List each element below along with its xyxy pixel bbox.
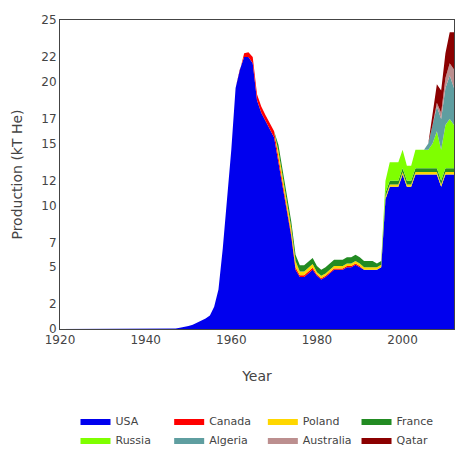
svg-text:Year: Year [241,368,272,384]
svg-text:10: 10 [41,199,56,213]
svg-text:20: 20 [41,75,56,89]
svg-text:0: 0 [49,322,57,336]
svg-text:Canada: Canada [209,415,251,428]
svg-text:2: 2 [49,297,57,311]
svg-text:25: 25 [41,13,56,27]
svg-text:Russia: Russia [116,434,151,447]
svg-text:15: 15 [41,137,56,151]
svg-text:7: 7 [49,236,57,250]
svg-text:5: 5 [49,260,57,274]
svg-text:1980: 1980 [302,333,333,347]
svg-text:Australia: Australia [303,434,352,447]
svg-text:12: 12 [41,174,56,188]
svg-text:USA: USA [116,415,139,428]
svg-text:2000: 2000 [387,333,418,347]
svg-text:Poland: Poland [303,415,340,428]
svg-text:Algeria: Algeria [209,434,248,447]
svg-text:17: 17 [41,112,56,126]
svg-text:1940: 1940 [130,333,161,347]
svg-text:1960: 1960 [216,333,247,347]
svg-text:Production (kT He): Production (kT He) [9,109,25,239]
svg-text:1920: 1920 [45,333,76,347]
svg-text:22: 22 [41,50,56,64]
svg-text:France: France [397,415,434,428]
svg-text:Qatar: Qatar [397,434,428,447]
